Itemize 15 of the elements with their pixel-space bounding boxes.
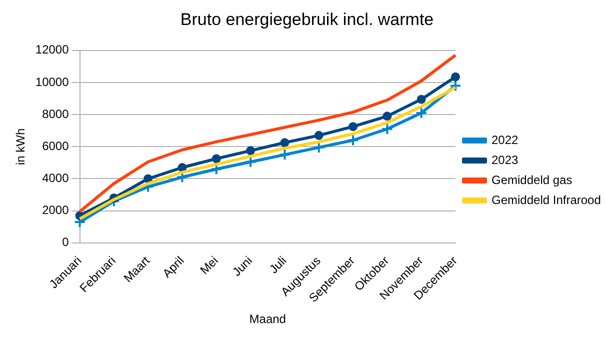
y-tick-label: 10000 [35,74,70,89]
x-tick-label: Mei [197,254,221,278]
y-axis-title: in kWh [14,128,28,165]
legend-label: Gemiddeld gas [492,172,572,187]
legend-label: Gemiddeld Infrarood [492,192,601,207]
chart-title: Bruto energiegebruik incl. warmte [180,10,434,29]
x-axis-title: Maand [249,312,286,326]
y-tick-label: 4000 [42,171,70,186]
legend-label: 2022 [492,132,519,147]
legend-label: 2023 [492,152,519,167]
y-tick-label: 8000 [42,106,70,121]
y-tick-label: 12000 [35,42,70,57]
y-tick-label: 2000 [42,203,70,218]
y-tick-label: 6000 [42,138,70,153]
y-tick-label: 0 [62,235,70,250]
